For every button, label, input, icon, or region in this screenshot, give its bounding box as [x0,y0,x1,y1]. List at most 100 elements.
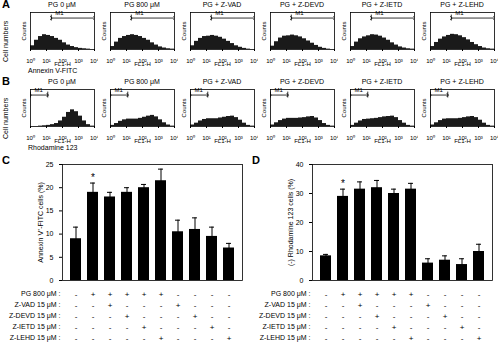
svg-text:-: - [228,312,231,321]
svg-text:10³: 10³ [394,135,403,141]
svg-text:10: 10 [46,230,54,237]
svg-text:-: - [461,301,464,310]
svg-text:10¹: 10¹ [442,58,451,64]
svg-text:Counts: Counts [21,21,27,40]
svg-text:M1: M1 [275,87,284,93]
svg-text:-: - [478,290,481,299]
svg-text:+: + [426,301,431,310]
svg-text:M1: M1 [355,87,364,93]
svg-text:10⁰: 10⁰ [26,134,35,141]
svg-text:5: 5 [50,254,54,261]
svg-text:+: + [409,290,414,299]
svg-text:*: * [91,172,95,183]
svg-text:10⁰: 10⁰ [346,134,355,141]
svg-text:-: - [177,334,180,343]
svg-text:25: 25 [46,161,54,168]
svg-text:-: - [444,334,447,343]
svg-text:-: - [461,312,464,321]
svg-text:+: + [210,323,215,332]
svg-text:-: - [75,290,78,299]
svg-text:-: - [342,312,345,321]
svg-text:Z-IETD 15 μM :: Z-IETD 15 μM : [13,323,61,331]
svg-text:+: + [443,312,448,321]
svg-text:10⁴: 10⁴ [90,58,98,64]
svg-text:-: - [194,323,197,332]
svg-text:-: - [427,334,430,343]
svg-text:10⁰: 10⁰ [186,134,195,141]
svg-text:-: - [143,301,146,310]
svg-text:10³: 10³ [314,58,323,64]
svg-text:Counts: Counts [341,98,347,117]
svg-text:10¹: 10¹ [442,135,451,141]
svg-text:+: + [108,290,113,299]
svg-text:Z-LEHD 15 μM :: Z-LEHD 15 μM : [260,334,311,342]
svg-text:-: - [342,301,345,310]
svg-text:10⁰: 10⁰ [426,57,435,64]
svg-text:-: - [160,312,163,321]
svg-text:-: - [75,334,78,343]
svg-text:10³: 10³ [74,58,83,64]
svg-text:+: + [392,323,397,332]
svg-text:10⁴: 10⁴ [250,58,258,64]
svg-text:+: + [125,312,130,321]
svg-text:20: 20 [296,219,304,226]
svg-text:10¹: 10¹ [362,58,371,64]
svg-text:-: - [427,323,430,332]
svg-text:-: - [393,334,396,343]
svg-text:10⁴: 10⁴ [250,135,258,141]
svg-text:M1: M1 [135,10,144,16]
svg-text:10³: 10³ [154,58,163,64]
svg-text:-: - [478,301,481,310]
svg-text:10³: 10³ [234,135,243,141]
svg-text:10⁰: 10⁰ [266,57,275,64]
svg-text:-: - [376,334,379,343]
svg-text:-: - [194,290,197,299]
svg-text:-: - [427,290,430,299]
svg-text:-: - [444,301,447,310]
svg-text:10¹: 10¹ [282,58,291,64]
svg-text:10¹: 10¹ [282,135,291,141]
svg-text:-: - [211,334,214,343]
svg-text:-: - [228,301,231,310]
svg-text:FL1-H: FL1-H [454,61,471,67]
svg-text:M1: M1 [375,10,384,16]
svg-text:10¹: 10¹ [202,135,211,141]
svg-text:10¹: 10¹ [122,58,131,64]
svg-text:-: - [376,323,379,332]
svg-text:-: - [92,323,95,332]
svg-text:10⁴: 10⁴ [410,58,418,64]
svg-text:10³: 10³ [234,58,243,64]
svg-text:-: - [359,312,362,321]
svg-text:10⁴: 10⁴ [490,58,498,64]
svg-text:FL1-H: FL1-H [54,138,71,144]
svg-text:-: - [359,323,362,332]
svg-text:-: - [75,323,78,332]
svg-text:+: + [176,301,181,310]
svg-text:-: - [211,301,214,310]
svg-text:M1: M1 [215,10,224,16]
svg-text:-: - [211,312,214,321]
svg-text:FL1-H: FL1-H [134,138,151,144]
svg-text:+: + [227,334,232,343]
svg-text:+: + [125,290,130,299]
svg-text:-: - [427,312,430,321]
svg-text:10³: 10³ [394,58,403,64]
svg-text:+: + [341,290,346,299]
svg-text:10⁰: 10⁰ [186,57,195,64]
svg-text:-: - [211,290,214,299]
svg-text:10⁴: 10⁴ [170,58,178,64]
svg-text:FL1-H: FL1-H [294,61,311,67]
svg-text:-: - [143,334,146,343]
svg-text:Counts: Counts [181,21,187,40]
svg-text:+: + [91,290,96,299]
svg-text:Counts: Counts [21,98,27,117]
svg-text:+: + [392,290,397,299]
svg-text:+: + [460,323,465,332]
svg-text:10³: 10³ [474,135,483,141]
svg-text:FL1-H: FL1-H [454,138,471,144]
svg-text:10⁰: 10⁰ [26,57,35,64]
svg-text:-: - [325,334,328,343]
svg-text:+: + [142,323,147,332]
svg-text:-: - [194,334,197,343]
svg-text:Z-DEVD 15 μM :: Z-DEVD 15 μM : [9,312,61,320]
